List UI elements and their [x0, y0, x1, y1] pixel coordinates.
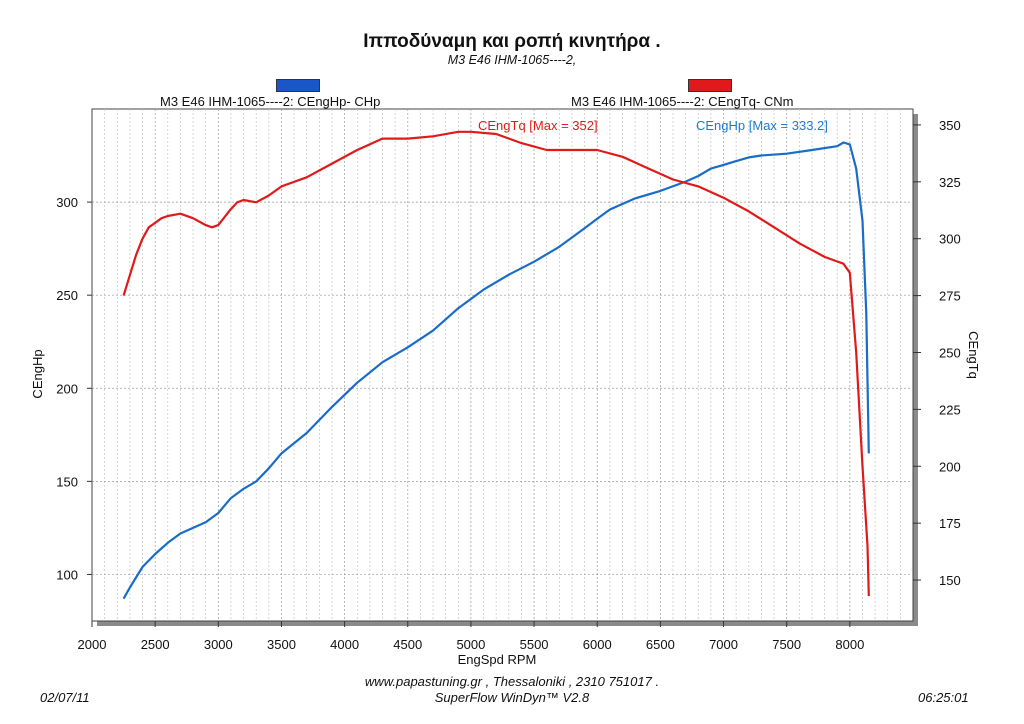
y-right-tick-label: 350 — [939, 118, 961, 133]
footer-time: 06:25:01 — [918, 690, 969, 705]
annotation-CEngTq: CEngTq [Max = 352] — [478, 118, 598, 133]
footer-website: www.papastuning.gr , Thessaloniki , 2310… — [364, 674, 660, 689]
y-left-tick-label: 150 — [56, 474, 78, 489]
y-axis-right-label: CEngTq — [966, 331, 981, 379]
y-right-tick-label: 275 — [939, 289, 961, 304]
x-tick-label: 6000 — [583, 637, 612, 652]
x-tick-label: 7000 — [709, 637, 738, 652]
y-right-tick-label: 150 — [939, 573, 961, 588]
y-right-tick-label: 225 — [939, 402, 961, 417]
x-tick-label: 4500 — [393, 637, 422, 652]
y-axis-left-label: CEngHp — [30, 349, 45, 398]
x-tick-label: 2500 — [141, 637, 170, 652]
footer-software: SuperFlow WinDyn™ V2.8 — [434, 690, 590, 705]
y-left-tick-label: 300 — [56, 195, 78, 210]
y-right-tick-label: 250 — [939, 345, 961, 360]
y-right-tick-label: 325 — [939, 175, 961, 190]
x-tick-label: 7500 — [772, 637, 801, 652]
y-right-tick-label: 175 — [939, 516, 961, 531]
y-right-tick-label: 300 — [939, 232, 961, 247]
annotation-layer: CEngTq [Max = 352] CEngHp [Max = 333.2] — [478, 118, 828, 133]
legend-hp-swatch — [276, 79, 320, 92]
y-right-tick-label: 200 — [939, 459, 961, 474]
plot-area — [91, 108, 914, 622]
axis-ticks: 2000 2500 3000 3500 4000 4500 5000 5500 6000 6500… — [56, 118, 960, 652]
y-left-tick-label: 100 — [56, 567, 78, 582]
legend-tq-swatch — [688, 79, 732, 92]
chart-subtitle: M3 E46 IHM-1065----2, — [447, 53, 577, 67]
x-tick-label: 6500 — [646, 637, 675, 652]
series-line-CEngHp — [122, 141, 870, 600]
x-tick-label: 8000 — [835, 637, 864, 652]
x-tick-label: 5000 — [456, 637, 485, 652]
y-left-tick-label: 200 — [56, 381, 78, 396]
footer-date: 02/07/11 — [40, 690, 90, 705]
x-tick-label: 4000 — [330, 637, 359, 652]
x-tick-label: 2000 — [78, 637, 107, 652]
annotation-CEngHp: CEngHp [Max = 333.2] — [696, 118, 828, 133]
x-tick-label: 5500 — [520, 637, 549, 652]
series-layer — [122, 130, 870, 600]
legend-tq-label: M3 E46 IHM-1065----2: CEngTq- CNm — [571, 94, 794, 109]
series-line-CEngTq — [122, 130, 870, 597]
y-left-tick-label: 250 — [56, 288, 78, 303]
x-axis-label: EngSpd RPM — [458, 652, 537, 667]
chart-title: Ιπποδύναμη και ροπή κινητήρα . — [363, 31, 661, 52]
x-tick-label: 3500 — [267, 637, 296, 652]
x-tick-label: 3000 — [204, 637, 233, 652]
legend-hp-label: M3 E46 IHM-1065----2: CEngHp- CHp — [160, 94, 381, 109]
